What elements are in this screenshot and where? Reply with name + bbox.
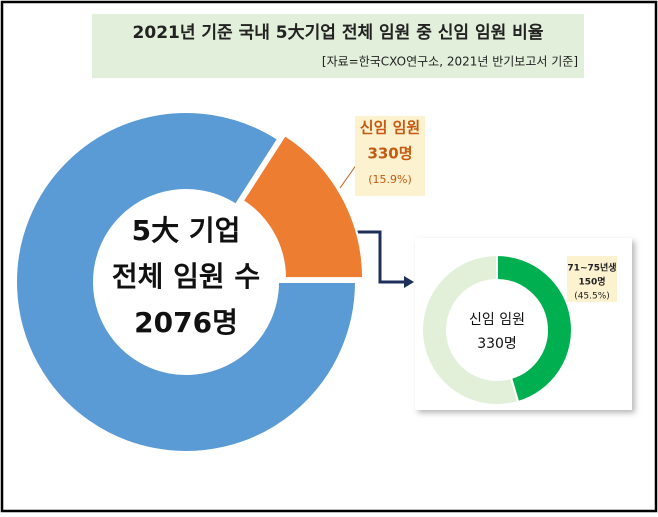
center-text: 2076명 <box>134 306 238 339</box>
label-box <box>355 116 425 196</box>
donut-slice <box>421 253 520 406</box>
category-label: 신임 임원 <box>360 119 420 137</box>
arrow-head <box>404 276 414 288</box>
center-text: 330명 <box>477 336 517 352</box>
title-band <box>92 14 584 78</box>
label-box <box>567 256 617 302</box>
title: 2021년 기준 국내 5大기업 전체 임원 중 신임 임원 비율 <box>133 22 544 43</box>
value-label: 150명 <box>578 276 605 288</box>
category-label: 71~75년생 <box>567 262 616 274</box>
center-text: 전체 임원 수 <box>112 260 260 293</box>
center-text: 신임 임원 <box>469 312 525 328</box>
donut-slice <box>496 253 573 404</box>
percent-label: (45.5%) <box>574 292 610 302</box>
donut-slice <box>15 111 358 453</box>
donut-slice <box>241 133 365 280</box>
arrow <box>348 230 404 284</box>
value-label: 330명 <box>367 145 412 163</box>
percent-label: (15.9%) <box>368 173 412 186</box>
center-text: 5大 기업 <box>132 214 241 247</box>
subtitle: [자료=한국CXO연구소, 2021년 반기보고서 기준] <box>322 55 578 69</box>
